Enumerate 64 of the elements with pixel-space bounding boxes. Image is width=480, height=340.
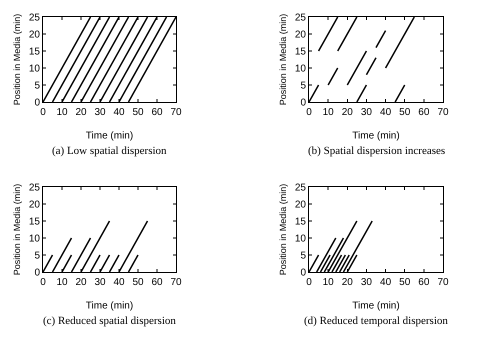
x-tick-label: 40 [113,277,125,288]
x-axis-title: Time (min) [86,130,134,142]
text: (c) Reduced spatial dispersion [43,315,176,327]
x-tick-label: 70 [437,107,449,118]
y-tick-label: 15 [28,46,40,58]
x-tick-label: 60 [151,107,163,118]
x-tick-label: 30 [94,107,106,118]
x-tick-label: 60 [418,277,430,288]
text: (b) Spatial dispersion increases [308,145,446,157]
x-tick-label: 20 [342,107,354,118]
x-tick-label: 30 [360,107,372,118]
y-tick-label: 0 [300,268,306,278]
y-axis-title: Position in Media (min) [12,184,22,276]
x-tick-label: 10 [56,277,68,288]
text: (d) Reduced temporal dispersion [304,315,448,327]
y-tick-label: 5 [34,80,40,92]
y-tick-label: 15 [294,216,306,228]
x-tick-label: 20 [75,107,87,118]
text: (a) Low spatial dispersion [52,145,168,157]
y-tick-label: 25 [294,12,306,24]
y-tick-label: 20 [28,200,40,210]
x-tick-label: 70 [170,107,182,118]
y-tick-label: 0 [34,268,40,278]
x-tick-label: 60 [151,277,163,288]
x-axis-title: Time (min) [86,300,134,312]
y-tick-label: 20 [28,30,40,40]
x-tick-label: 70 [170,277,182,288]
y-tick-label: 5 [300,250,306,262]
x-tick-label: 50 [399,277,411,288]
y-tick-label: 0 [300,98,306,108]
x-tick-label: 40 [380,107,392,118]
y-tick-label: 10 [294,64,306,74]
y-tick-label: 25 [294,182,306,194]
x-tick-label: 50 [132,277,144,288]
y-tick-label: 20 [294,200,306,210]
x-tick-label: 30 [360,277,372,288]
y-tick-label: 10 [28,64,40,74]
x-tick-label: 40 [113,107,125,118]
y-tick-label: 0 [34,98,40,108]
y-tick-label: 10 [294,234,306,244]
y-axis-title: Position in Media (min) [278,184,288,276]
y-tick-label: 25 [28,182,40,194]
y-axis-title: Position in Media (min) [12,14,22,106]
y-tick-label: 5 [300,80,306,92]
y-tick-label: 15 [294,46,306,58]
y-tick-label: 5 [34,250,40,262]
y-tick-label: 25 [28,12,40,24]
y-axis-title: Position in Media (min) [278,14,288,106]
x-tick-label: 50 [399,107,411,118]
x-axis-title: Time (min) [352,130,400,142]
x-tick-label: 30 [94,277,106,288]
x-tick-label: 20 [342,277,354,288]
x-tick-label: 10 [322,107,334,118]
x-tick-label: 10 [56,107,68,118]
x-tick-label: 60 [418,107,430,118]
x-tick-label: 20 [75,277,87,288]
x-tick-label: 70 [437,277,449,288]
y-tick-label: 15 [28,216,40,228]
x-tick-label: 50 [132,107,144,118]
x-tick-label: 10 [322,277,334,288]
y-tick-label: 10 [28,234,40,244]
y-tick-label: 20 [294,30,306,40]
x-tick-label: 40 [380,277,392,288]
x-axis-title: Time (min) [352,300,400,312]
